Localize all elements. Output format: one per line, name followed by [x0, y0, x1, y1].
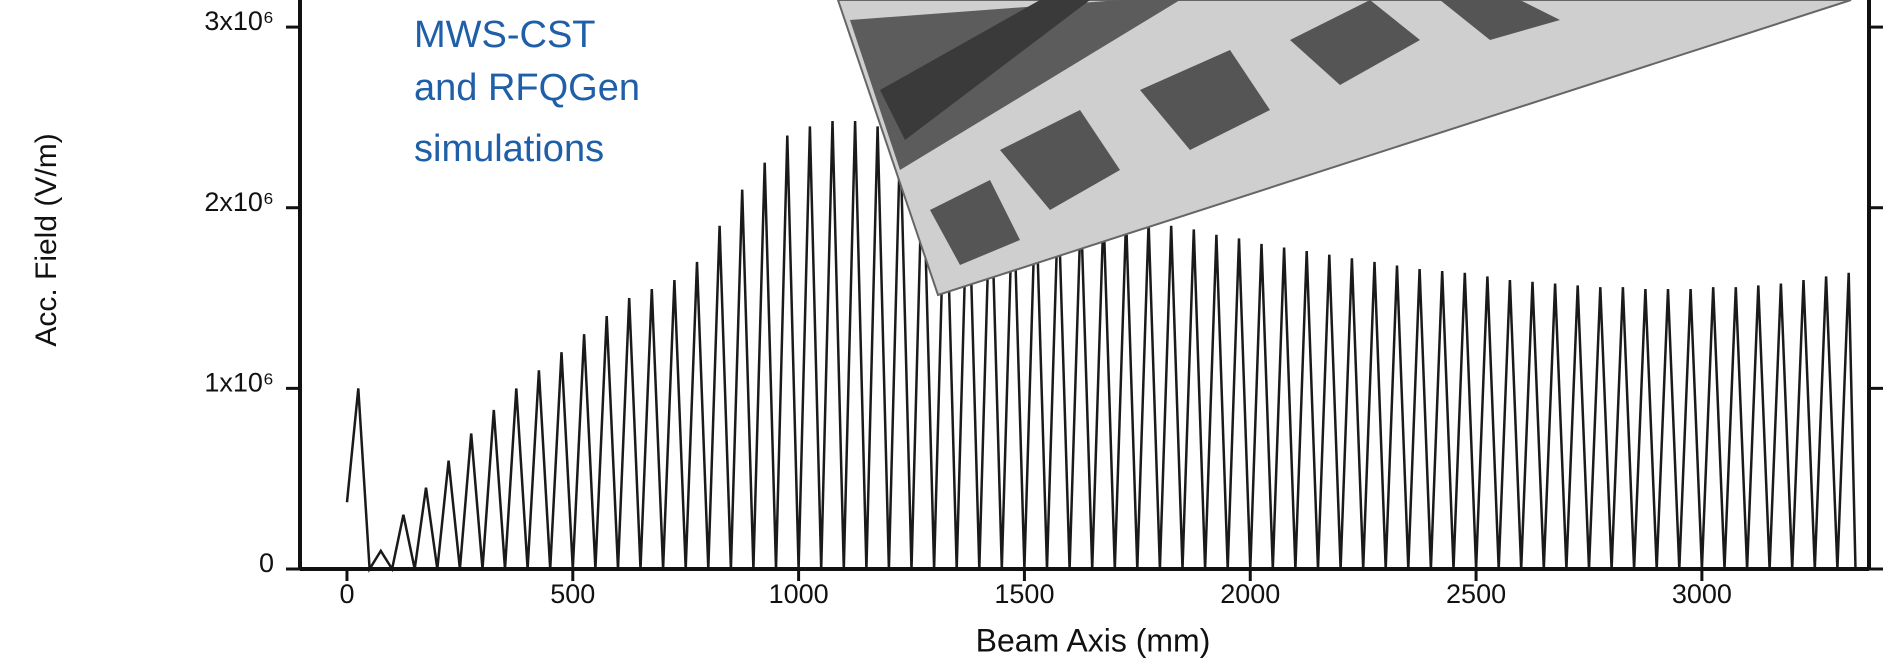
- x-axis-label: Beam Axis (mm): [976, 622, 1211, 658]
- y-tick-label: 0: [259, 548, 274, 578]
- y-tick-label: 2x10⁶: [204, 187, 274, 217]
- page: MWS-CST and RFQGen simulations Beam Axis…: [0, 0, 1885, 661]
- x-tick-label: 2500: [1446, 579, 1506, 609]
- y-axis-label: Acc. Field (V/m): [30, 133, 63, 346]
- x-tick-label: 1500: [994, 579, 1054, 609]
- annotation: MWS-CST: [414, 14, 596, 56]
- x-tick-label: 1000: [769, 579, 829, 609]
- x-tick-label: 2000: [1220, 579, 1280, 609]
- x-tick-label: 500: [550, 579, 595, 609]
- x-tick-label: 3000: [1672, 579, 1732, 609]
- y-tick-label: 1x10⁶: [204, 367, 274, 397]
- annotation: and RFQGen: [414, 67, 640, 109]
- x-tick-label: 0: [339, 579, 354, 609]
- chart: MWS-CST and RFQGen simulations Beam Axis…: [0, 0, 1885, 661]
- annotation: simulations: [414, 128, 604, 170]
- mesh-inset: [838, 0, 1851, 295]
- y-tick-label: 3x10⁶: [204, 6, 274, 36]
